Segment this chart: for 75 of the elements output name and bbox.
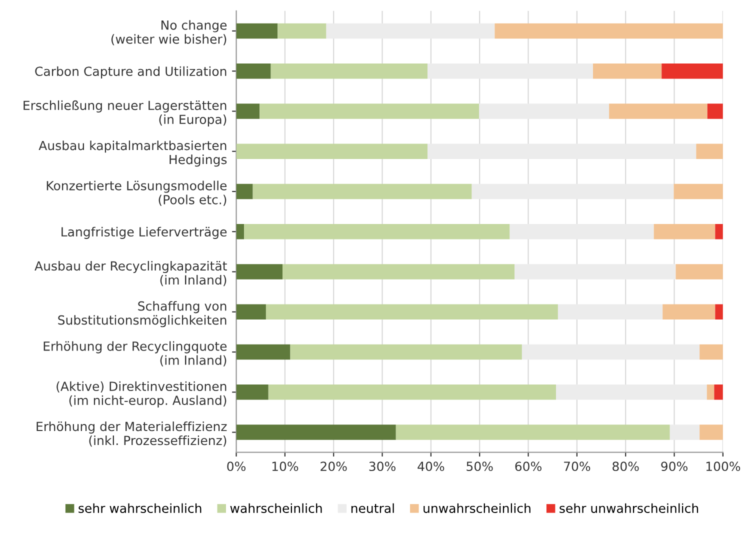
bar: [706, 384, 714, 400]
bar: [236, 23, 278, 39]
bar: [700, 344, 723, 360]
bar: [522, 344, 700, 360]
bar: [236, 104, 260, 119]
legend-label: wahrscheinlich: [230, 503, 322, 514]
x-tick-label: 40%: [418, 462, 444, 472]
bar: [479, 104, 610, 119]
bar: [396, 424, 670, 440]
bar: [670, 424, 700, 440]
bar: [593, 63, 662, 79]
bar: [714, 384, 723, 400]
bar: [326, 23, 495, 39]
bar: [252, 184, 472, 200]
bar: [676, 264, 723, 280]
x-tick-label: 50%: [466, 462, 493, 472]
bar: [428, 144, 696, 159]
x-tick-label: 10%: [272, 462, 298, 472]
bar: [715, 224, 723, 240]
bar: [282, 264, 515, 280]
bar: [510, 224, 654, 240]
bar: [514, 264, 676, 280]
bar: [236, 424, 396, 440]
bar: [654, 224, 716, 240]
x-tick-label: 70%: [564, 462, 590, 472]
bar: [236, 144, 428, 159]
bar: [270, 63, 428, 79]
bar: [700, 424, 723, 440]
bar: [556, 384, 707, 400]
bar: [472, 184, 674, 200]
x-tick-label: 80%: [612, 462, 639, 472]
bar: [662, 304, 716, 320]
bar: [236, 63, 271, 79]
bar: [260, 104, 480, 119]
y-tick-label: Schaffung von Substitutionsmöglichkeiten: [58, 301, 226, 328]
bar: [236, 264, 283, 280]
x-tick-label: 20%: [320, 462, 347, 472]
legend-label: sehr unwahrscheinlich: [560, 503, 698, 514]
bar: [236, 304, 266, 320]
y-tick-label: Erschließung neuer Lagerstätten (in Europa): [24, 100, 226, 127]
y-tick-label: (Aktive) Direktinvestitionen (im nicht-europ. Ausland): [56, 381, 226, 408]
y-tick-label: Ausbau kapitalmarktbasierten Hedgings: [38, 140, 227, 167]
x-tick-label: 30%: [369, 462, 396, 472]
y-tick-label: Ausbau der Recyclingkapazität (im Inland): [34, 260, 227, 286]
bar: [244, 224, 510, 240]
x-tick-label: 90%: [661, 462, 688, 472]
y-tick-label: Konzertierte Lösungsmodelle (Pools etc.): [46, 180, 227, 206]
legend-label: unwahrscheinlich: [424, 503, 530, 514]
bar: [236, 224, 244, 240]
bar: [268, 384, 556, 400]
y-tick-label: No change (weiter wie bisher): [111, 20, 227, 46]
bar: [494, 23, 723, 39]
bar: [707, 104, 723, 119]
bar: [266, 304, 558, 320]
bar: [278, 23, 326, 39]
bar: [236, 384, 268, 400]
bar: [715, 304, 723, 320]
x-tick-label: 60%: [515, 462, 542, 472]
x-tick-label: 100%: [706, 462, 740, 472]
y-tick-label: Carbon Capture and Utilization: [35, 66, 226, 78]
bar: [696, 144, 723, 159]
y-tick-label: Langfristige Lieferverträge: [62, 226, 227, 239]
legend-label: neutral: [351, 503, 394, 514]
legend-label: sehr wahrscheinlich: [78, 503, 202, 514]
bar: [290, 344, 522, 360]
bar: [609, 104, 708, 119]
bar: [674, 184, 723, 200]
bar: [236, 344, 290, 360]
bar: [428, 63, 593, 79]
y-tick-label: Erhöhung der Materialeffizienz (inkl. Prozesseffizienz): [36, 421, 227, 447]
bar: [236, 184, 253, 200]
bar: [558, 304, 663, 320]
bar: [662, 63, 723, 79]
x-tick-label: 0%: [227, 462, 246, 472]
y-tick-label: Erhöhung der Recyclingquote (im Inland): [44, 341, 227, 366]
